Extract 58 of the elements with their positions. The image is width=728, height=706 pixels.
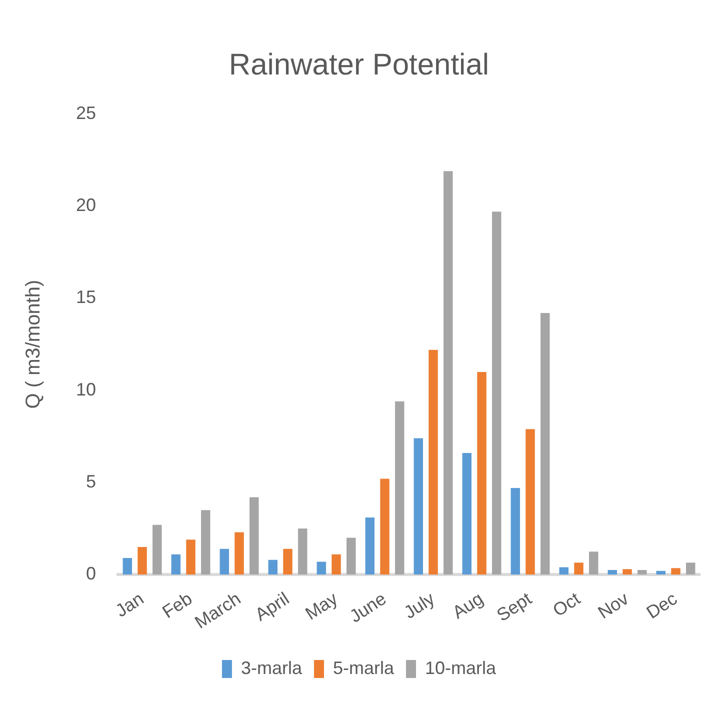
x-tick-label: Dec bbox=[642, 588, 681, 623]
x-tick-label: June bbox=[346, 588, 390, 626]
y-tick-label: 10 bbox=[76, 379, 96, 400]
x-tick-label: Oct bbox=[549, 588, 584, 620]
bar bbox=[250, 497, 259, 575]
y-tick-label: 25 bbox=[76, 102, 96, 123]
bar bbox=[510, 488, 520, 575]
bar bbox=[686, 562, 696, 575]
x-tick-label: Sept bbox=[493, 588, 536, 626]
bar bbox=[589, 552, 598, 575]
bar bbox=[428, 350, 438, 575]
bar bbox=[298, 528, 308, 575]
x-tick-label: Jan bbox=[112, 588, 148, 622]
bar bbox=[414, 438, 423, 575]
x-tick-label: Feb bbox=[158, 588, 196, 622]
bar bbox=[186, 540, 196, 575]
bar bbox=[380, 478, 390, 575]
bar bbox=[201, 510, 210, 575]
bar bbox=[492, 212, 502, 575]
x-tick-label: July bbox=[400, 588, 438, 623]
bar bbox=[316, 562, 326, 575]
y-tick-label: 15 bbox=[76, 287, 96, 308]
bar bbox=[559, 567, 568, 575]
bar bbox=[540, 312, 550, 575]
bar bbox=[268, 560, 278, 575]
bar bbox=[346, 538, 356, 575]
legend-label: 10-marla bbox=[425, 658, 498, 678]
bar bbox=[152, 524, 162, 575]
x-tick-label: May bbox=[302, 588, 342, 624]
bar bbox=[574, 562, 584, 575]
y-axis-title: Q ( m3/month) bbox=[22, 280, 45, 409]
y-tick-label: 0 bbox=[86, 564, 96, 584]
y-tick-label: 20 bbox=[76, 195, 96, 216]
bar bbox=[395, 401, 404, 575]
chart-title: Rainwater Potential bbox=[228, 48, 490, 82]
bar bbox=[220, 548, 230, 575]
bar bbox=[283, 548, 292, 575]
bar bbox=[234, 532, 244, 575]
x-tick-label: Aug bbox=[448, 588, 487, 623]
x-tick-label: April bbox=[252, 588, 293, 625]
legend-label: 3-marla bbox=[240, 658, 303, 678]
bar bbox=[171, 554, 181, 575]
bar bbox=[622, 569, 632, 575]
bar bbox=[638, 570, 647, 575]
y-tick-label: 5 bbox=[86, 471, 96, 492]
bar bbox=[656, 570, 666, 575]
bar bbox=[332, 554, 341, 575]
bar bbox=[462, 453, 472, 575]
bar bbox=[608, 570, 617, 575]
bar bbox=[365, 518, 374, 575]
legend-label: 5-marla bbox=[332, 658, 395, 678]
bar bbox=[526, 429, 535, 575]
bar bbox=[671, 568, 680, 575]
bar bbox=[138, 546, 147, 575]
bar bbox=[444, 171, 453, 575]
x-tick-label: Nov bbox=[594, 588, 632, 623]
bar bbox=[122, 558, 132, 575]
bar bbox=[477, 372, 486, 575]
